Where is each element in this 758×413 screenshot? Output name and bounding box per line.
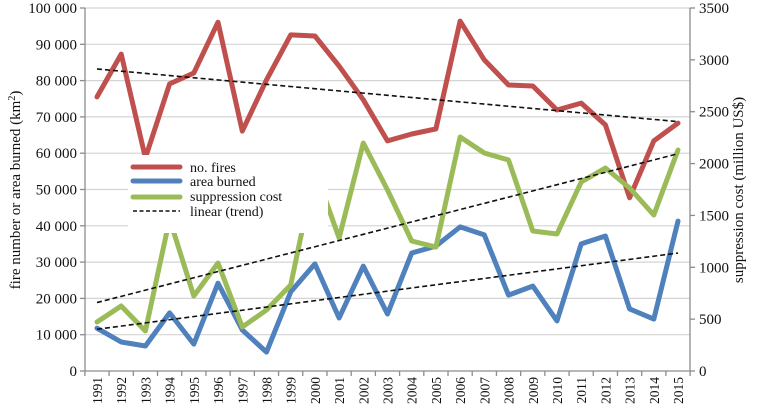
x-tick-label: 2013 [623, 377, 638, 404]
right-y-tick-label: 3500 [699, 1, 729, 17]
x-tick-label: 2001 [332, 377, 347, 404]
legend-label-area-burned: area burned [190, 175, 256, 190]
x-tick-label: 1997 [235, 377, 250, 404]
x-tick-label: 1995 [187, 377, 202, 404]
trend-line-linear-trend-area-burned [96, 252, 679, 331]
x-tick-label: 2003 [381, 377, 396, 404]
x-tick-label: 2011 [574, 377, 589, 404]
x-tick-label: 2014 [647, 377, 662, 404]
left-y-axis-title-sup: 2 [7, 96, 18, 101]
x-tick-label: 2010 [550, 377, 565, 404]
left-y-axis-title-end: ) [8, 91, 24, 96]
right-y-tick-label: 500 [699, 312, 722, 328]
left-y-tick-label: 80 000 [36, 74, 77, 90]
trend-lines [96, 68, 679, 331]
left-y-tick-labels: 0 10 000 20 000 30 000 40 000 50 000 60 000 70 … [28, 1, 77, 380]
x-tick-label: 1993 [138, 377, 153, 404]
legend-label-suppression-cost: suppression cost [190, 190, 282, 205]
legend: no. fires area burned suppression cost l… [128, 155, 328, 233]
left-y-tick-label: 20 000 [36, 291, 77, 307]
left-y-tick-label: 100 000 [28, 1, 77, 17]
x-tick-label: 2007 [477, 377, 492, 404]
x-tick-label: 2002 [356, 377, 371, 404]
right-y-tick-label: 2500 [699, 105, 729, 121]
left-y-tick-label: 50 000 [36, 183, 77, 199]
x-tick-label: 2004 [405, 377, 420, 404]
left-y-tick-label: 0 [70, 364, 78, 380]
x-tick-labels: 1991 1992 1993 1994 1995 1996 1997 1998 1999 2000… [90, 377, 686, 404]
series-line-area-burned [94, 218, 681, 355]
x-tick-label: 2015 [671, 377, 686, 404]
right-y-tick-labels: 0 500 1000 1500 2000 2500 3000 3500 [699, 1, 729, 380]
x-tick-label: 2008 [502, 377, 517, 404]
right-y-tick-label: 2000 [699, 157, 729, 173]
left-y-tick-label: 60 000 [36, 146, 77, 162]
right-y-tick-label: 1000 [699, 260, 729, 276]
x-tick-label: 1992 [114, 377, 129, 404]
legend-label-linear-trend: linear (trend) [190, 205, 264, 220]
left-y-axis-title-main: fire number or area burned (km [8, 100, 24, 289]
right-y-tick-label: 3000 [699, 53, 729, 69]
left-y-tick-label: 30 000 [36, 255, 77, 271]
left-y-tick-label: 90 000 [36, 37, 77, 53]
x-tick-label: 2009 [526, 377, 541, 404]
legend-item-linear-trend: linear (trend) [133, 205, 264, 220]
series-lines [94, 18, 681, 355]
x-tick-label: 2000 [308, 377, 323, 404]
x-tick-label: 1996 [211, 377, 226, 404]
legend-item-suppression-cost: suppression cost [130, 190, 282, 205]
right-y-axis-title: suppression cost (million US$) [731, 97, 747, 283]
left-y-axis-title: fire number or area burned (km2) [7, 91, 25, 290]
x-tick-label: 2006 [453, 377, 468, 404]
legend-item-area-burned: area burned [130, 175, 256, 190]
x-tick-label: 1991 [90, 377, 105, 404]
right-y-tick-label: 1500 [699, 208, 729, 224]
left-y-tick-label: 10 000 [36, 328, 77, 344]
axes [80, 7, 695, 376]
legend-label-no-fires: no. fires [190, 161, 236, 176]
trend-line-linear-trend-suppression-cost [96, 152, 679, 304]
legend-item-no-fires: no. fires [130, 161, 236, 176]
x-tick-label: 1998 [259, 377, 274, 404]
x-tick-label: 2012 [598, 377, 613, 404]
x-tick-label: 1994 [163, 377, 178, 404]
series-line-no-fires [94, 18, 681, 201]
left-y-tick-label: 70 000 [36, 110, 77, 126]
right-y-tick-label: 0 [699, 364, 707, 380]
left-y-tick-label: 40 000 [36, 219, 77, 235]
series-line-suppression-cost [94, 134, 681, 334]
x-tick-label: 2005 [429, 377, 444, 404]
x-tick-label: 1999 [284, 377, 299, 404]
trend-line-linear-trend-no-fires [96, 68, 679, 123]
